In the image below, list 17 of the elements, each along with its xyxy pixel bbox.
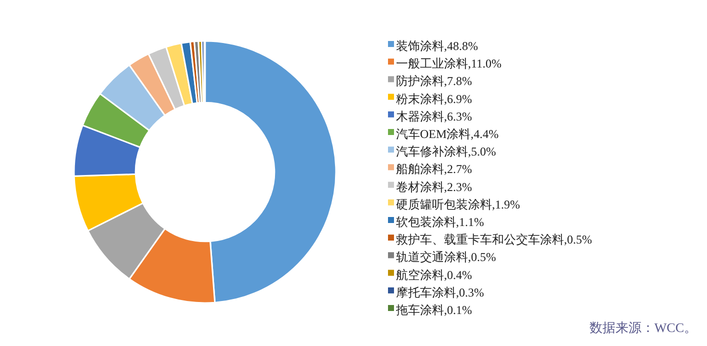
legend-label: 软包装涂料,1.1% — [396, 215, 484, 229]
legend-label: 船舶涂料,2.7% — [396, 162, 472, 176]
legend-label: 汽车修补涂料,5.0% — [396, 144, 496, 159]
legend-label: 救护车、载重卡车和公交车涂料,0.5% — [395, 232, 592, 247]
legend-label: 拖车涂料,0.1% — [395, 303, 472, 317]
legend-label: 摩托车涂料,0.3% — [396, 285, 484, 300]
legend-label: 木器涂料,6.3% — [396, 109, 472, 124]
source-note: 数据来源：WCC。 — [589, 320, 697, 335]
legend-label: 硬质罐听包装涂料,1.9% — [396, 197, 520, 212]
legend-label: 一般工业涂料,11.0% — [396, 56, 502, 71]
legend-label: 轨道交通涂料,0.5% — [396, 250, 496, 264]
legend-label: 防护涂料,7.8% — [396, 74, 472, 88]
legend-label: 粉末涂料,6.9% — [396, 92, 472, 106]
legend-label: 汽车OEM涂料,4.4% — [396, 127, 499, 141]
legend-label: 装饰涂料,48.8% — [396, 39, 478, 53]
legend-label: 航空涂料,0.4% — [396, 268, 472, 282]
legend-label: 卷材涂料,2.3% — [396, 180, 472, 194]
